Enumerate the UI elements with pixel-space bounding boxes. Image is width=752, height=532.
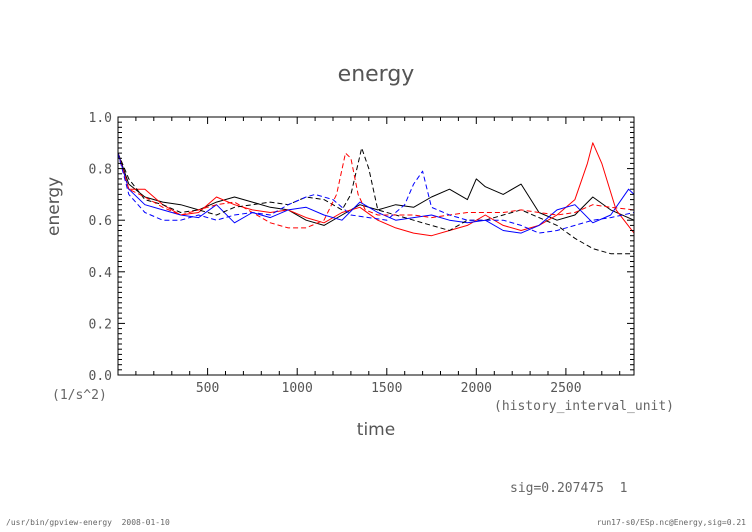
x-tick-label: 1500	[371, 381, 402, 396]
y-axis-label: energy	[44, 176, 64, 236]
axes-layer: 500 1000 1500 2000 2500 0.0 0.2 0.4 0.6 0.8 1.0	[89, 111, 635, 396]
chart-title: energy	[337, 62, 415, 87]
y-tick-label: 1.0	[89, 111, 112, 126]
y-tick-label: 0.0	[89, 369, 112, 384]
y-tick-label: 0.4	[89, 266, 113, 281]
y-axis-units: (1/s^2)	[52, 388, 107, 403]
series-line-5	[117, 152, 635, 229]
x-tick-label: 2500	[550, 381, 581, 396]
footer-command: /usr/bin/gpview-energy 2008-01-10	[6, 518, 170, 527]
plot-frame	[117, 116, 635, 376]
y-tick-label: 0.2	[89, 317, 112, 332]
x-tick-label: 2000	[461, 381, 492, 396]
series-line-4	[117, 147, 634, 255]
x-axis-label: time	[356, 420, 396, 440]
y-tick-label: 0.6	[89, 214, 112, 229]
series-line-3	[117, 152, 635, 234]
series-layer	[117, 142, 635, 255]
series-line-6	[117, 152, 635, 234]
x-tick-label: 1000	[282, 381, 313, 396]
x-axis-units: (history_interval_unit)	[494, 399, 675, 414]
footer-source: run17-s0/ESp.nc@Energy,sig=0.21	[596, 518, 746, 527]
y-tick-label: 0.8	[89, 163, 112, 178]
sig-annotation: sig=0.207475 1	[510, 481, 628, 496]
series-line-2	[117, 142, 635, 237]
x-tick-label: 500	[196, 381, 219, 396]
